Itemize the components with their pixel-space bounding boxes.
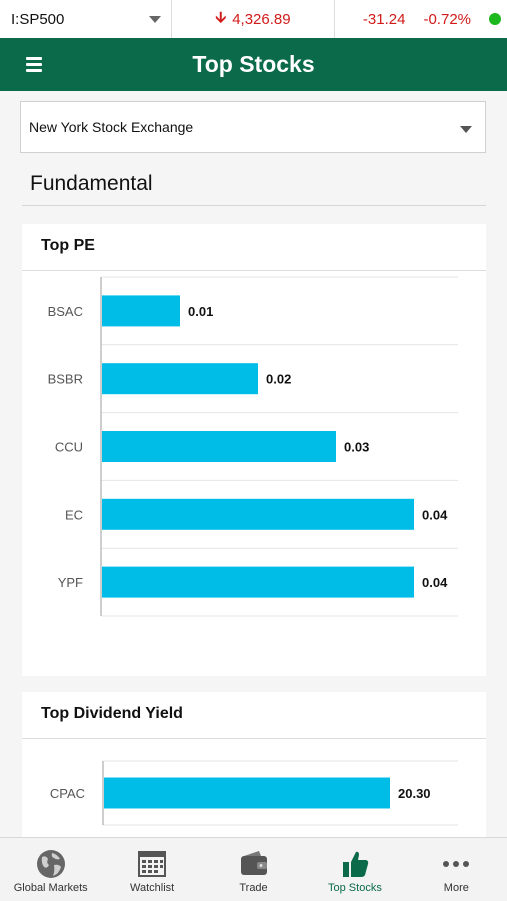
top-dividend-chart: CPAC 20.30 (50, 760, 458, 826)
card-divider (22, 270, 486, 271)
bar (102, 498, 414, 530)
ticker-bar: I:SP500 🡫 4,326.89 -31.24 -0.72% (0, 0, 507, 39)
category-label: EC (65, 507, 83, 522)
card-divider (22, 738, 486, 739)
bar (102, 363, 258, 395)
tab-label: Watchlist (130, 882, 175, 894)
category-label: BSBR (48, 372, 83, 387)
bar (102, 431, 336, 462)
bar (102, 295, 180, 327)
thumbs-up-icon (342, 851, 369, 877)
more-dots-icon (443, 861, 470, 867)
chevron-down-icon (149, 16, 161, 23)
symbol-selector[interactable]: I:SP500 (0, 0, 172, 38)
arrow-down-icon: 🡫 (215, 8, 227, 26)
main-content[interactable]: New York Stock Exchange Fundamental Top … (0, 91, 507, 837)
value-label: 0.02 (266, 372, 291, 387)
value-label: 0.03 (344, 440, 369, 455)
category-label: CCU (55, 440, 83, 455)
tab-label: Global Markets (13, 882, 88, 894)
ticker-price: 4,326.89 (232, 10, 291, 28)
top-pe-card: Top PE BSAC 0.01 BSBR 0.02 CCU 0.03 EC 0.04 YPF 0… (22, 224, 486, 676)
top-pe-chart: BSAC 0.01 BSBR 0.02 CCU 0.03 EC 0.04 YPF 0.04 (48, 276, 458, 617)
category-label: BSAC (48, 304, 83, 319)
tab-more[interactable]: More (406, 838, 507, 901)
globe-icon (36, 850, 65, 878)
section-title: Fundamental (30, 172, 153, 195)
tab-label: Trade (239, 882, 268, 894)
category-label: YPF (58, 575, 83, 590)
chevron-down-icon (460, 126, 472, 133)
wallet-icon (240, 851, 267, 875)
exchange-select-value: New York Stock Exchange (29, 119, 194, 135)
value-label: 0.04 (422, 575, 448, 590)
ticker-change-pct: -0.72% (423, 10, 471, 28)
page-title: Top Stocks (192, 51, 315, 77)
value-label: 0.01 (188, 304, 213, 319)
card-title: Top PE (41, 237, 95, 254)
calendar-grid-icon (138, 851, 167, 877)
app-header: Top Stocks (0, 38, 507, 91)
bottom-tab-bar: Global Markets Watchlist Trade Top Stock… (0, 837, 507, 901)
tab-label: Top Stocks (328, 882, 382, 894)
tab-label: More (443, 882, 469, 894)
card-title: Top Dividend Yield (41, 705, 183, 722)
value-label: 0.04 (422, 507, 448, 522)
ticker-symbol: I:SP500 (11, 10, 65, 28)
value-label: 20.30 (398, 786, 431, 801)
hamburger-menu-icon[interactable] (26, 57, 42, 72)
market-status-dot (489, 13, 501, 25)
tab-top-stocks[interactable]: Top Stocks (304, 838, 405, 901)
exchange-select[interactable]: New York Stock Exchange (20, 101, 486, 153)
tab-watchlist[interactable]: Watchlist (101, 838, 202, 901)
ticker-change: -31.24 (362, 10, 406, 28)
bar (102, 566, 414, 598)
ticker-price-cell: 🡫 4,326.89 (172, 0, 335, 38)
tab-global-markets[interactable]: Global Markets (0, 838, 101, 901)
bar (104, 777, 390, 809)
tab-trade[interactable]: Trade (203, 838, 304, 901)
section-divider (22, 205, 486, 206)
category-label: CPAC (50, 786, 85, 801)
top-dividend-card: Top Dividend Yield CPAC 20.30 (22, 692, 486, 837)
ticker-change-cell: -31.24 -0.72% (335, 0, 507, 38)
